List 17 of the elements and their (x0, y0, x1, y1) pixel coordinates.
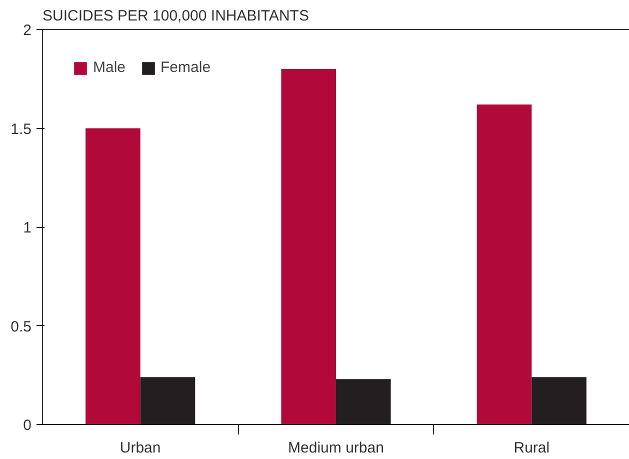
legend-label: Female (160, 59, 211, 76)
y-tick-label: 1.5 (10, 120, 32, 138)
x-tick-label: Rural (514, 440, 550, 456)
y-tick-label: 0 (23, 417, 32, 434)
y-tick-label: 2 (23, 22, 32, 39)
bar (86, 128, 140, 424)
legend-label: Male (93, 59, 126, 76)
bar (532, 377, 586, 424)
bar (140, 377, 196, 424)
y-tick-label: 1 (23, 220, 32, 236)
y-tick-label: 0.5 (10, 318, 32, 336)
x-tick-label: Medium urban (288, 440, 384, 456)
bar (336, 379, 391, 424)
bar (281, 69, 336, 424)
x-tick-label: Urban (120, 440, 161, 456)
bar (476, 104, 532, 424)
chart-title: SUICIDES PER 100,000 INHABITANTS (42, 8, 309, 24)
